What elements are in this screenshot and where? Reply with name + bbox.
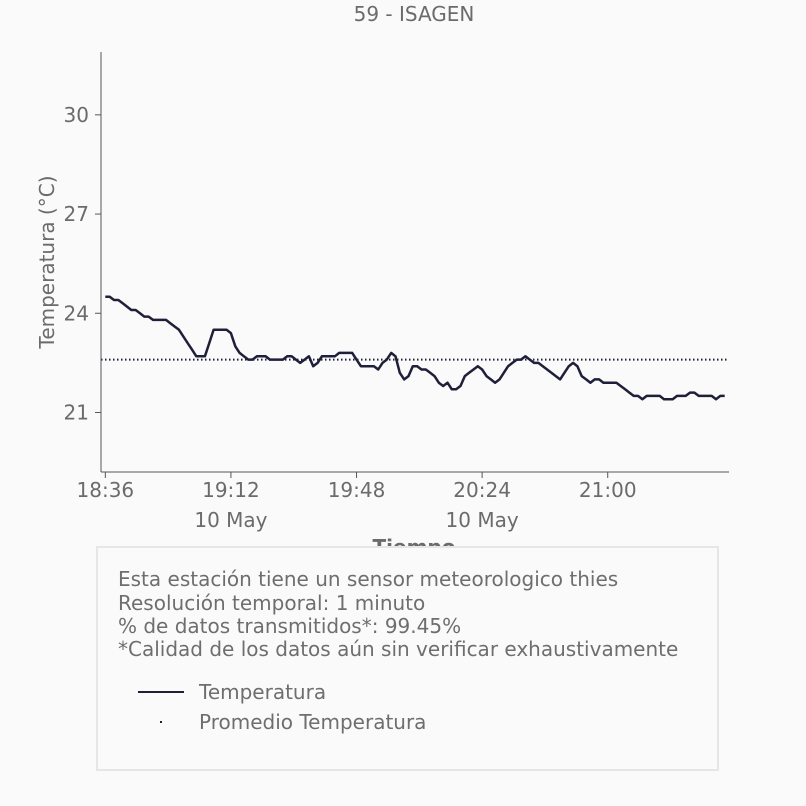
x-tick-label: 21:00: [579, 478, 637, 502]
chart-title: 59 - ISAGEN: [354, 2, 475, 26]
x-tick-label: 20:24: [453, 478, 511, 502]
y-tick-label: 21: [64, 400, 89, 424]
x-tick-sublabel: 10 May: [446, 508, 519, 532]
x-axis: 18:36 19:12 10 May 19:48 20:24 10 May 21:00: [77, 471, 729, 532]
x-tick-label: 19:48: [328, 478, 386, 502]
y-tick-label: 24: [64, 301, 89, 325]
plot-area: [101, 295, 729, 401]
y-tick-label: 27: [64, 202, 89, 226]
legend-label-temperature: Temperatura: [199, 680, 327, 704]
series-line-temperatura: [105, 295, 725, 401]
y-tick-label: 30: [64, 103, 89, 127]
legend-line-swatch: [138, 691, 184, 693]
data-quality-note: *Calidad de los datos aún sin verificar …: [118, 637, 679, 661]
info-box: Esta estación tiene un sensor meteorolog…: [96, 546, 719, 771]
temporal-resolution: Resolución temporal: 1 minuto: [118, 591, 426, 615]
y-axis-label: Temperatura (°C): [35, 175, 59, 349]
legend-dot-swatch: [160, 721, 162, 723]
transmitted-data-percent: % de datos transmitidos*: 99.45%: [118, 614, 462, 638]
legend-label-average: Promedio Temperatura: [199, 710, 427, 734]
x-tick-label: 19:12: [202, 478, 260, 502]
x-tick-sublabel: 10 May: [194, 508, 267, 532]
y-axis: 21 24 27 30: [64, 52, 102, 472]
sensor-description: Esta estación tiene un sensor meteorolog…: [118, 567, 619, 591]
x-tick-label: 18:36: [77, 478, 135, 502]
